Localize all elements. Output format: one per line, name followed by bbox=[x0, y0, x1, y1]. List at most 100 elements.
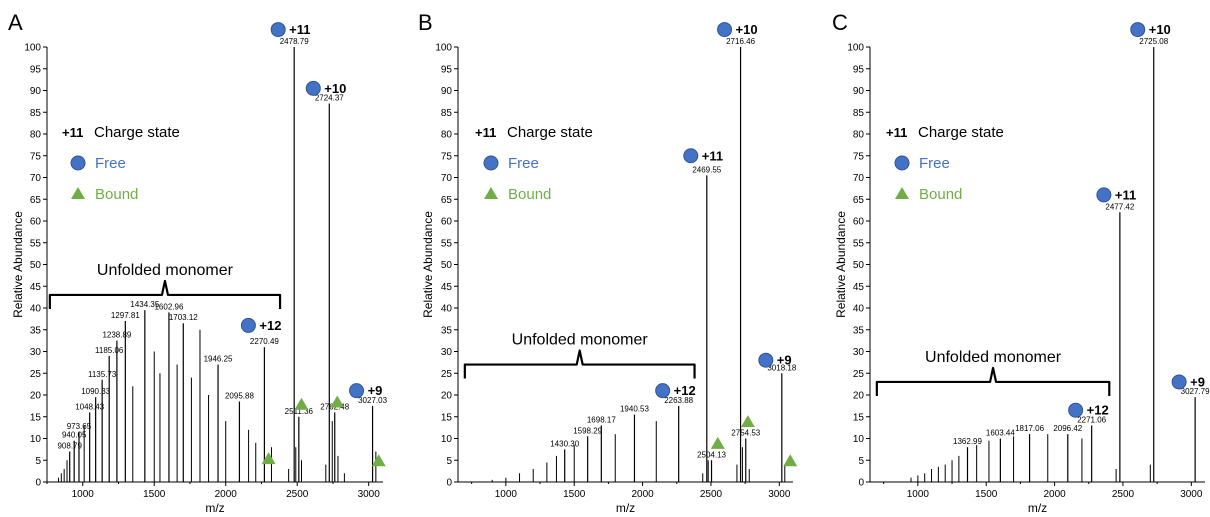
peak-mz-label: 973.65 bbox=[67, 422, 92, 431]
bound-marker bbox=[710, 436, 725, 449]
y-tick-label: 60 bbox=[853, 217, 865, 228]
peak-mz-label: 1434.35 bbox=[130, 300, 159, 309]
y-tick-label: 35 bbox=[30, 325, 42, 336]
y-axis-label: Relative Abundance bbox=[421, 211, 435, 318]
y-tick-label: 55 bbox=[853, 238, 865, 249]
peak-mz-label: 1048.43 bbox=[75, 402, 104, 411]
x-axis-label: m/z bbox=[205, 501, 224, 515]
legend-charge-symbol: +11 bbox=[62, 125, 83, 140]
x-tick-label: 2000 bbox=[1043, 489, 1066, 500]
charge-state-label: +11 bbox=[1115, 187, 1136, 202]
bound-marker bbox=[330, 395, 345, 408]
y-tick-label: 85 bbox=[30, 108, 42, 119]
bracket-label: Unfolded monomer bbox=[512, 332, 649, 349]
y-tick-label: 90 bbox=[853, 86, 865, 97]
y-tick-label: 5 bbox=[35, 456, 41, 467]
legend-bound-marker bbox=[484, 187, 498, 199]
free-marker bbox=[1130, 22, 1146, 38]
y-tick-label: 75 bbox=[441, 151, 453, 162]
charge-state-label: +12 bbox=[259, 318, 281, 333]
y-tick-label: 35 bbox=[441, 325, 453, 336]
legend-charge-label: Charge state bbox=[94, 124, 180, 141]
charge-state-label: +11 bbox=[289, 22, 310, 37]
peak-mz-label: 2504.13 bbox=[697, 450, 726, 459]
y-tick-label: 85 bbox=[441, 108, 453, 119]
peak-mz-label: 3027.79 bbox=[1181, 387, 1210, 396]
free-marker bbox=[1096, 187, 1112, 203]
y-tick-label: 90 bbox=[30, 86, 42, 97]
peak-mz-label: 2096.42 bbox=[1053, 424, 1082, 433]
y-tick-label: 5 bbox=[446, 456, 452, 467]
x-tick-label: 3000 bbox=[1180, 489, 1203, 500]
y-axis-label: Relative Abundance bbox=[834, 211, 848, 318]
legend-bound-label: Bound bbox=[919, 186, 962, 203]
charge-state-label: +9 bbox=[777, 353, 792, 368]
y-tick-label: 55 bbox=[30, 238, 42, 249]
legend-free-label: Free bbox=[919, 155, 950, 172]
legend-charge-label: Charge state bbox=[507, 124, 593, 141]
legend-charge-symbol: +11 bbox=[475, 125, 496, 140]
bracket-label: Unfolded monomer bbox=[925, 349, 1062, 366]
y-tick-label: 30 bbox=[30, 347, 42, 358]
unfolded-monomer-bracket bbox=[463, 349, 696, 379]
peak-mz-label: 2754.53 bbox=[731, 429, 760, 438]
x-tick-label: 1000 bbox=[72, 489, 95, 500]
peak-mz-label: 2477.42 bbox=[1105, 202, 1134, 211]
peak-mz-label: 3018.18 bbox=[767, 363, 796, 372]
x-tick-label: 2500 bbox=[286, 489, 309, 500]
y-tick-label: 70 bbox=[441, 173, 453, 184]
y-tick-label: 85 bbox=[853, 108, 865, 119]
panel-letter: B bbox=[418, 10, 433, 35]
peak-mz-label: 1940.53 bbox=[620, 405, 649, 414]
free-marker bbox=[717, 22, 733, 38]
x-tick-label: 2500 bbox=[1112, 489, 1135, 500]
y-tick-label: 10 bbox=[853, 434, 865, 445]
y-tick-label: 0 bbox=[35, 478, 41, 489]
peak-mz-label: 940.05 bbox=[62, 431, 87, 440]
peak-mz-label: 1703.12 bbox=[169, 313, 198, 322]
bound-marker bbox=[371, 454, 386, 467]
legend-charge-symbol: +11 bbox=[886, 125, 907, 140]
legend-bound-label: Bound bbox=[508, 186, 551, 203]
y-tick-label: 60 bbox=[441, 217, 453, 228]
y-tick-label: 50 bbox=[441, 260, 453, 271]
y-tick-label: 40 bbox=[441, 304, 453, 315]
y-tick-label: 70 bbox=[30, 173, 42, 184]
free-marker bbox=[1068, 402, 1084, 418]
free-marker bbox=[655, 383, 671, 399]
charge-state-label: +9 bbox=[368, 383, 383, 398]
y-tick-label: 65 bbox=[853, 195, 865, 206]
peak-mz-label: 1185.06 bbox=[95, 346, 124, 355]
free-marker bbox=[758, 352, 774, 368]
bound-marker bbox=[783, 454, 798, 467]
y-tick-label: 95 bbox=[441, 64, 453, 75]
y-tick-label: 25 bbox=[30, 369, 42, 380]
peak-mz-label: 2478.79 bbox=[280, 37, 309, 46]
y-tick-label: 95 bbox=[30, 64, 42, 75]
legend-charge-label: Charge state bbox=[918, 124, 1004, 141]
x-tick-label: 1500 bbox=[563, 489, 586, 500]
legend-bound-marker bbox=[895, 187, 909, 199]
peak-mz-label: 1602.96 bbox=[154, 302, 183, 311]
y-tick-label: 10 bbox=[30, 434, 42, 445]
bound-marker bbox=[740, 415, 755, 428]
y-tick-label: 50 bbox=[853, 260, 865, 271]
y-tick-label: 80 bbox=[30, 130, 42, 141]
peak-mz-label: 1598.29 bbox=[573, 426, 602, 435]
y-tick-label: 65 bbox=[30, 195, 42, 206]
peak-mz-label: 1946.25 bbox=[204, 355, 233, 364]
x-tick-label: 2000 bbox=[215, 489, 238, 500]
bracket-label: Unfolded monomer bbox=[97, 262, 234, 279]
y-tick-label: 45 bbox=[853, 282, 865, 293]
charge-state-label: +11 bbox=[702, 148, 723, 163]
x-tick-label: 3000 bbox=[768, 489, 791, 500]
y-tick-label: 60 bbox=[30, 217, 42, 228]
y-tick-label: 30 bbox=[441, 347, 453, 358]
y-tick-label: 30 bbox=[853, 347, 865, 358]
y-tick-label: 80 bbox=[441, 130, 453, 141]
peak-mz-label: 2469.55 bbox=[692, 165, 721, 174]
peak-mz-label: 1090.33 bbox=[81, 387, 110, 396]
free-marker bbox=[349, 383, 365, 399]
x-tick-label: 1500 bbox=[143, 489, 166, 500]
charge-state-label: +12 bbox=[1087, 403, 1109, 418]
